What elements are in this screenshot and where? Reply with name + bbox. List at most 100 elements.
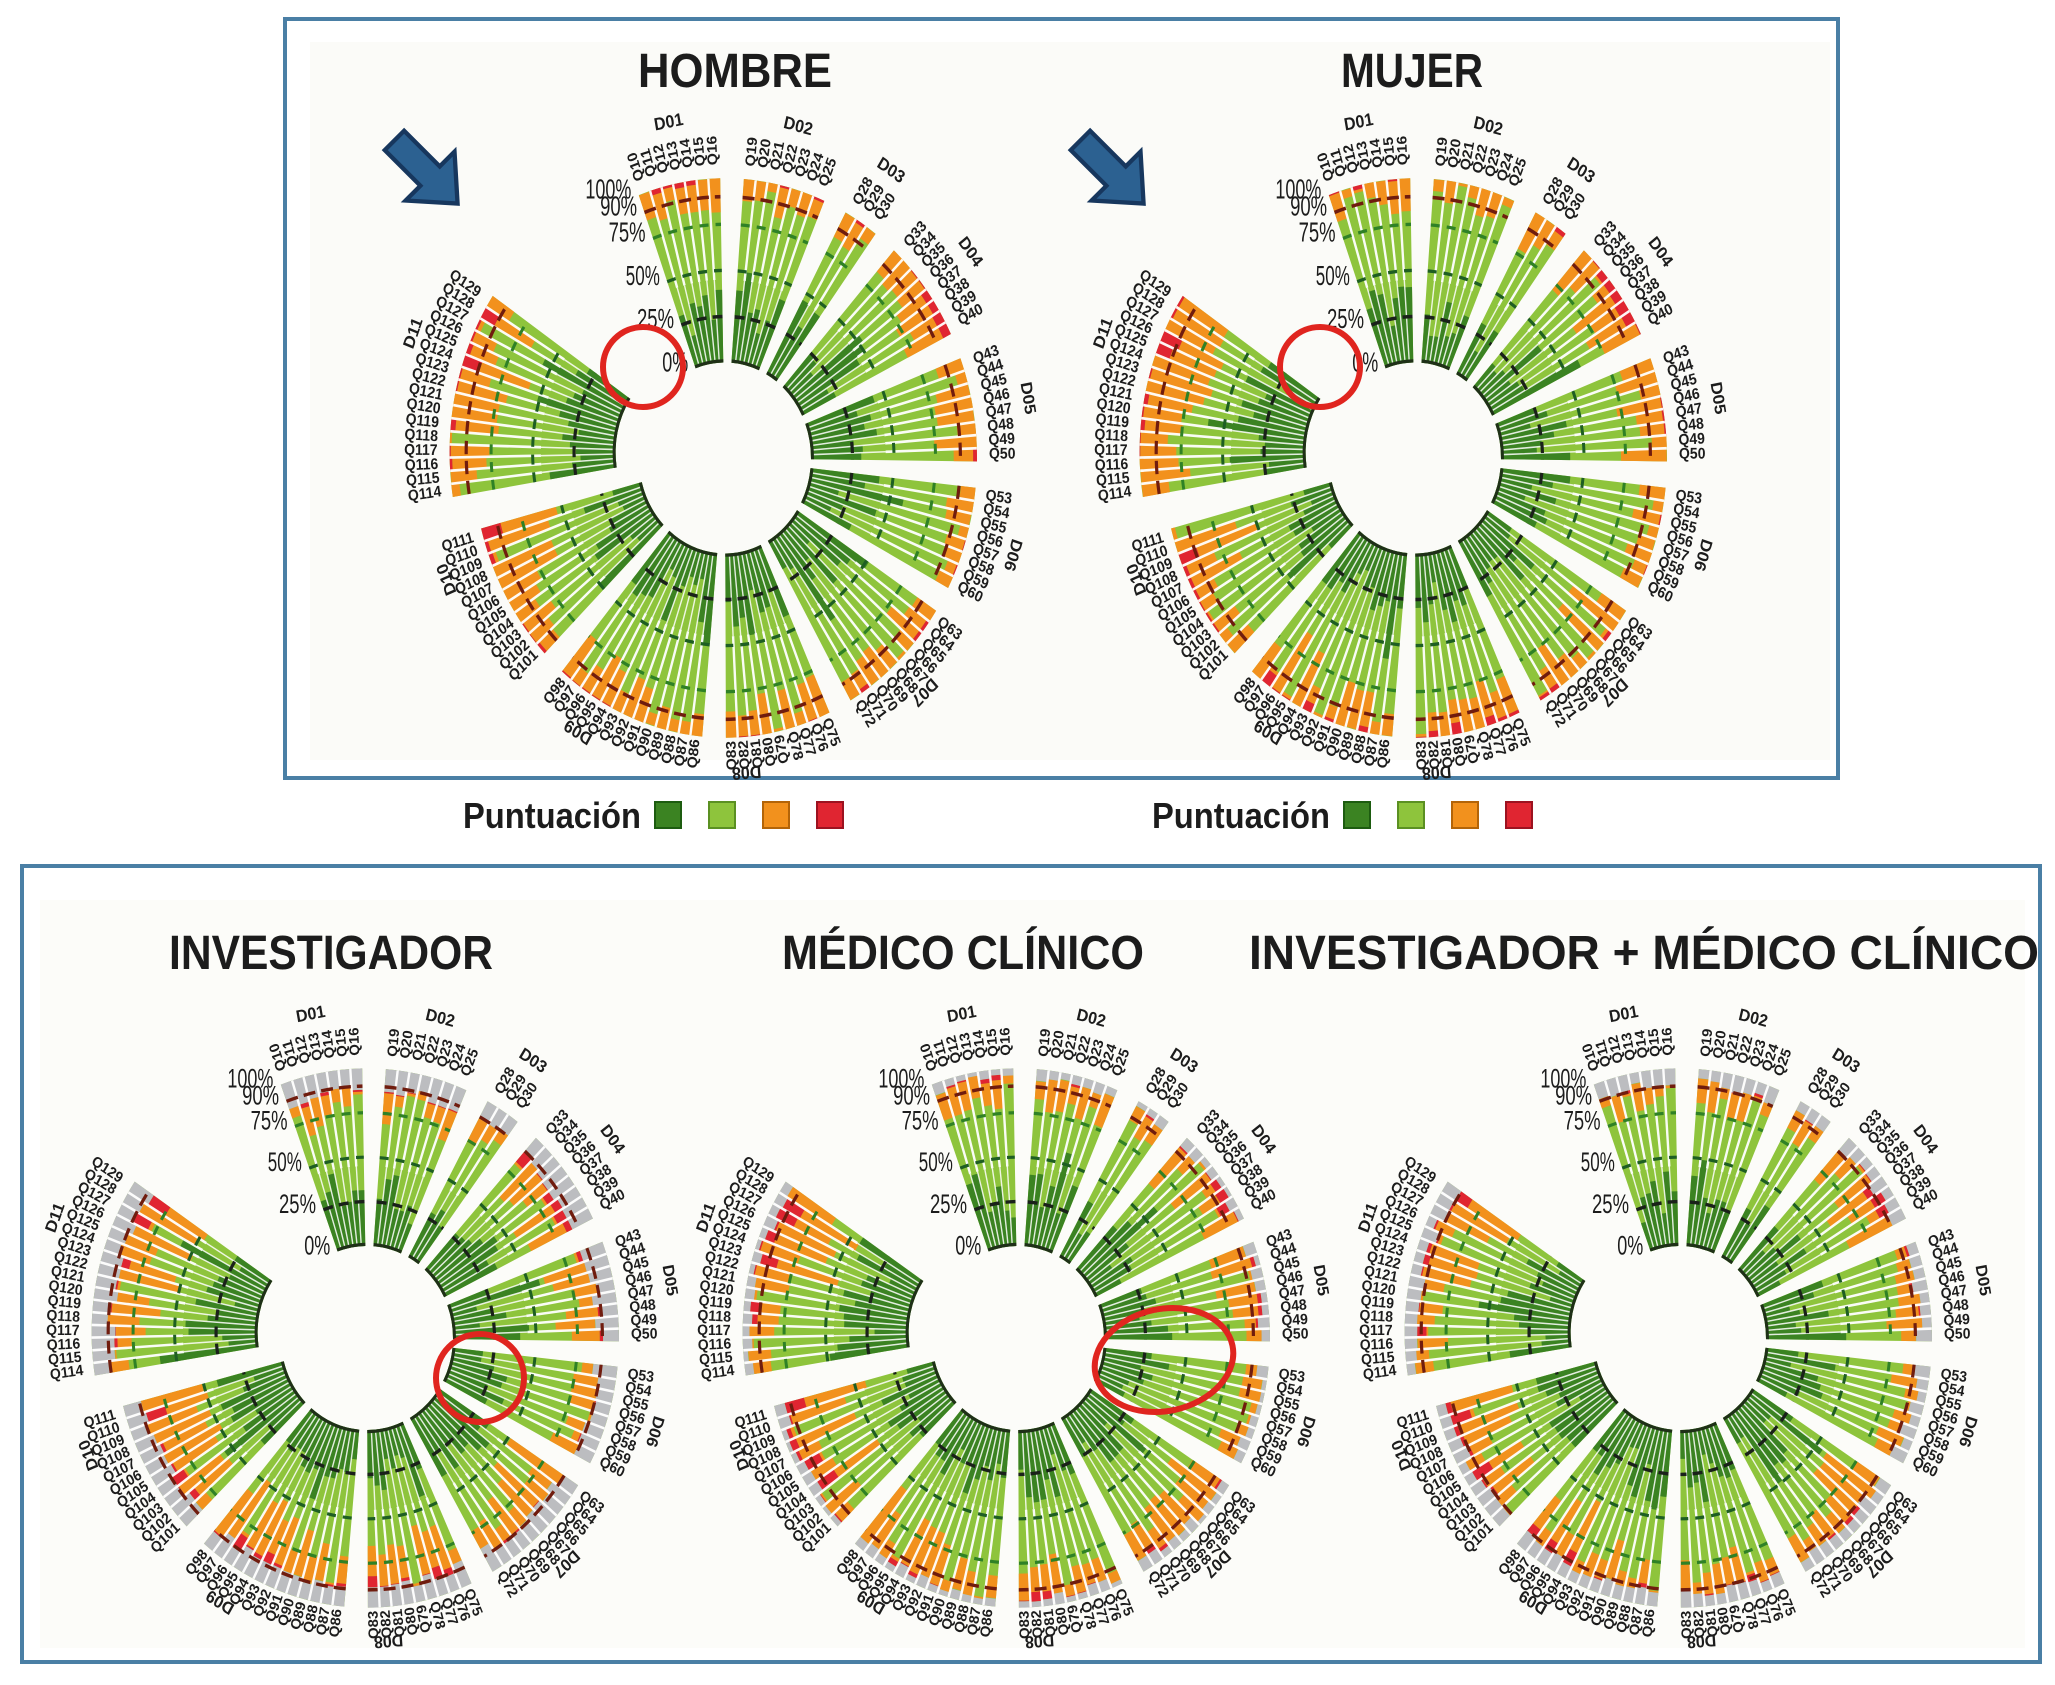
svg-text:Q89: Q89	[288, 1600, 310, 1632]
svg-text:Q83: Q83	[724, 741, 740, 771]
svg-text:Q50: Q50	[1944, 1326, 1971, 1343]
svg-text:Q89: Q89	[1601, 1600, 1623, 1632]
svg-text:Q89: Q89	[1336, 730, 1357, 763]
svg-text:Q118: Q118	[1359, 1308, 1393, 1326]
svg-text:Q46: Q46	[1937, 1268, 1966, 1290]
svg-text:Q14: Q14	[1632, 1029, 1651, 1059]
svg-text:Q22: Q22	[1470, 143, 1491, 176]
svg-text:Q121: Q121	[700, 1263, 737, 1286]
svg-text:Q121: Q121	[407, 380, 444, 404]
svg-text:50%: 50%	[1581, 1148, 1615, 1177]
svg-text:Q83: Q83	[1414, 741, 1430, 771]
svg-text:Q80: Q80	[1715, 1606, 1735, 1637]
svg-text:90%: 90%	[893, 1082, 930, 1111]
svg-text:Q11: Q11	[931, 1038, 953, 1069]
svg-text:Q45: Q45	[1669, 371, 1698, 394]
svg-text:Q78: Q78	[1077, 1600, 1099, 1632]
svg-text:Q79: Q79	[1065, 1603, 1086, 1634]
svg-text:Q11: Q11	[1328, 147, 1350, 179]
svg-text:Q54: Q54	[624, 1379, 653, 1400]
svg-text:Q80: Q80	[1450, 736, 1469, 768]
svg-text:Q45: Q45	[979, 371, 1008, 394]
svg-text:Q80: Q80	[1053, 1606, 1073, 1637]
svg-text:Q16: Q16	[1660, 1027, 1677, 1056]
svg-text:Q13: Q13	[664, 140, 684, 172]
svg-text:Q120: Q120	[1095, 396, 1131, 418]
svg-text:D05: D05	[659, 1263, 682, 1297]
svg-text:Q55: Q55	[979, 514, 1008, 537]
svg-text:Q119: Q119	[698, 1293, 733, 1313]
svg-text:Q49: Q49	[630, 1311, 657, 1329]
svg-text:Q19: Q19	[1433, 136, 1451, 167]
svg-text:Q83: Q83	[1017, 1611, 1033, 1640]
svg-text:Q48: Q48	[629, 1297, 657, 1316]
svg-text:Q53: Q53	[1278, 1366, 1306, 1386]
svg-text:90%: 90%	[1555, 1082, 1592, 1111]
svg-text:Q47: Q47	[627, 1282, 656, 1303]
svg-text:Q48: Q48	[1677, 416, 1705, 436]
svg-text:Q54: Q54	[1275, 1379, 1304, 1400]
svg-text:Q15: Q15	[984, 1028, 1002, 1058]
svg-text:Q82: Q82	[378, 1610, 395, 1639]
svg-text:Q54: Q54	[1937, 1379, 1966, 1400]
svg-text:Q55: Q55	[1272, 1392, 1301, 1414]
svg-text:Q13: Q13	[1619, 1031, 1639, 1062]
svg-text:Q117: Q117	[697, 1323, 731, 1340]
svg-text:75%: 75%	[1299, 216, 1336, 248]
svg-text:Q82: Q82	[1691, 1610, 1708, 1639]
svg-text:Q16: Q16	[998, 1027, 1015, 1056]
svg-text:D08: D08	[731, 761, 762, 783]
svg-text:Q87: Q87	[672, 736, 691, 768]
svg-text:MÉDICO CLÍNICO: MÉDICO CLÍNICO	[782, 926, 1144, 980]
svg-text:Q53: Q53	[985, 487, 1013, 508]
svg-text:Q120: Q120	[47, 1278, 83, 1300]
svg-text:D08: D08	[1024, 1630, 1055, 1652]
svg-text:Q118: Q118	[46, 1308, 80, 1326]
svg-text:Q116: Q116	[404, 456, 438, 474]
svg-text:Q87: Q87	[1362, 736, 1381, 768]
svg-text:Q120: Q120	[1360, 1278, 1396, 1300]
svg-text:Q86: Q86	[978, 1608, 996, 1638]
svg-text:Q114: Q114	[1097, 484, 1133, 506]
svg-text:Q19: Q19	[385, 1028, 403, 1058]
svg-text:100%: 100%	[878, 1065, 924, 1094]
svg-text:HOMBRE: HOMBRE	[638, 45, 832, 98]
svg-text:Q118: Q118	[697, 1308, 731, 1326]
svg-text:Q83: Q83	[366, 1611, 382, 1640]
svg-text:Q117: Q117	[1359, 1323, 1393, 1340]
svg-text:75%: 75%	[1564, 1107, 1601, 1136]
svg-text:Q90: Q90	[926, 1596, 949, 1628]
svg-text:Q118: Q118	[404, 427, 438, 446]
svg-text:Q12: Q12	[1341, 142, 1362, 174]
svg-text:Q89: Q89	[646, 730, 667, 763]
svg-text:Q116: Q116	[46, 1336, 80, 1354]
svg-text:Q81: Q81	[1438, 738, 1456, 769]
svg-text:Q15: Q15	[1381, 136, 1398, 167]
svg-text:Q78: Q78	[1739, 1600, 1761, 1632]
svg-text:Q46: Q46	[982, 386, 1011, 408]
svg-text:Q79: Q79	[1462, 733, 1482, 765]
svg-text:Q81: Q81	[390, 1608, 409, 1638]
svg-text:Q77: Q77	[1089, 1596, 1112, 1628]
svg-text:90%: 90%	[1290, 190, 1327, 222]
svg-text:0%: 0%	[955, 1232, 981, 1261]
svg-text:Q83: Q83	[1679, 1611, 1695, 1640]
svg-text:Q21: Q21	[1723, 1031, 1743, 1062]
svg-text:Q12: Q12	[293, 1034, 314, 1065]
svg-text:D05: D05	[1017, 380, 1040, 416]
svg-text:0%: 0%	[304, 1232, 330, 1261]
svg-text:Q82: Q82	[736, 740, 753, 771]
svg-text:90%: 90%	[600, 190, 637, 222]
svg-text:Q50: Q50	[989, 446, 1016, 463]
svg-text:75%: 75%	[902, 1107, 939, 1136]
svg-text:Q114: Q114	[407, 484, 443, 506]
svg-text:Q22: Q22	[780, 143, 801, 176]
svg-text:100%: 100%	[1540, 1065, 1586, 1094]
svg-text:Q117: Q117	[404, 442, 438, 459]
svg-text:Q20: Q20	[397, 1029, 416, 1059]
svg-text:Puntuación: Puntuación	[1152, 795, 1330, 836]
svg-text:Q77: Q77	[1751, 1596, 1774, 1628]
svg-text:100%: 100%	[1275, 173, 1321, 205]
svg-text:Puntuación: Puntuación	[463, 795, 641, 836]
svg-text:Q16: Q16	[705, 135, 721, 165]
